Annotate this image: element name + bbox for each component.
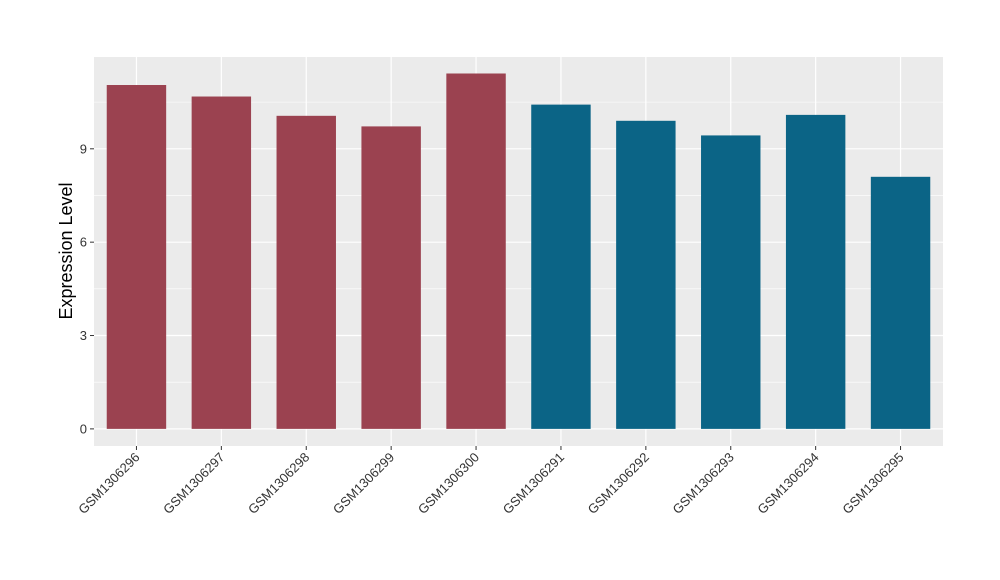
x-tick-label: GSM1306295 bbox=[839, 450, 906, 517]
x-tick-label: GSM1306291 bbox=[500, 450, 567, 517]
y-axis-ticks: 0 3 6 9 bbox=[80, 141, 94, 436]
y-axis-title: Expression Level bbox=[56, 182, 76, 319]
x-tick-label: GSM1306298 bbox=[245, 450, 312, 517]
x-axis-ticks: GSM1306296 GSM1306297 GSM1306298 GSM1306299… bbox=[75, 446, 907, 517]
y-tick-label: 6 bbox=[80, 235, 87, 250]
y-tick-label: 3 bbox=[80, 328, 87, 343]
bar-GSM1306297 bbox=[191, 96, 252, 429]
x-tick-label: GSM1306292 bbox=[585, 450, 652, 517]
x-tick-label: GSM1306296 bbox=[75, 450, 142, 517]
bar-GSM1306299 bbox=[361, 126, 421, 429]
x-tick-label: GSM1306294 bbox=[754, 450, 821, 517]
bar-GSM1306296 bbox=[106, 85, 167, 429]
bar-GSM1306298 bbox=[276, 115, 336, 429]
x-tick-label: GSM1306299 bbox=[330, 450, 397, 517]
bar-GSM1306293 bbox=[701, 135, 761, 429]
bar-GSM1306294 bbox=[785, 114, 846, 429]
bar-GSM1306300 bbox=[446, 73, 506, 429]
bar-GSM1306295 bbox=[870, 176, 931, 429]
bar-GSM1306291 bbox=[531, 104, 591, 429]
y-tick-label: 9 bbox=[80, 141, 87, 156]
x-tick-label: GSM1306293 bbox=[670, 450, 737, 517]
y-tick-label: 0 bbox=[80, 421, 87, 436]
bars bbox=[106, 73, 931, 429]
x-tick-label: GSM1306297 bbox=[160, 450, 227, 517]
x-tick-label: GSM1306300 bbox=[415, 450, 482, 517]
bar-GSM1306292 bbox=[616, 120, 676, 429]
